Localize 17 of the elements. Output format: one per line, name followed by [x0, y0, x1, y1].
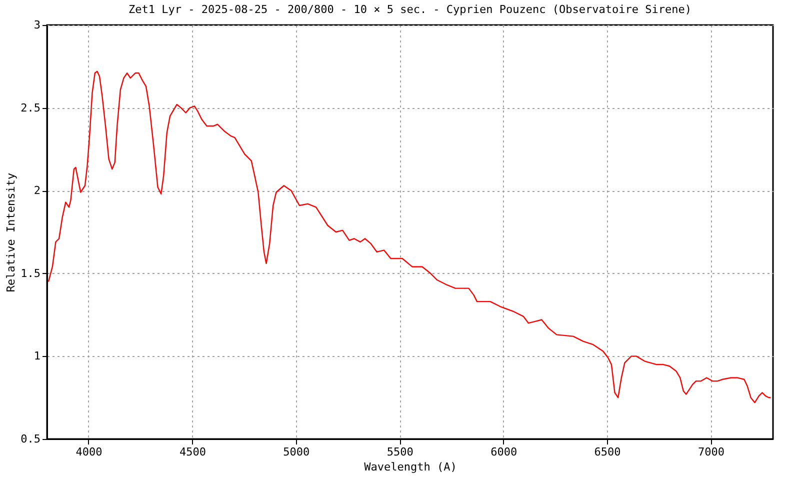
- x-tick-label: 4000: [76, 446, 102, 458]
- line-series: [48, 70, 772, 404]
- y-tick-label: 0.5: [20, 432, 40, 446]
- y-tick-label: 1.5: [20, 266, 40, 280]
- x-tick-label: 6500: [594, 446, 621, 458]
- y-tick-label: 2: [34, 184, 40, 198]
- x-tick-label: 5500: [386, 446, 414, 458]
- x-tick-label: 7000: [698, 446, 725, 458]
- x-tick-label: 6000: [490, 446, 518, 458]
- y-tick-label: 2.5: [20, 101, 40, 114]
- y-tick-label: 1: [34, 350, 40, 363]
- y-tick-label: 3: [34, 18, 40, 32]
- x-tick-label: 5000: [283, 446, 310, 458]
- x-tick-label: 4500: [179, 446, 206, 458]
- y-axis-title: Relative Intensity: [4, 172, 18, 292]
- x-axis-title: Wavelength (A): [364, 460, 457, 474]
- chart-title: Zet1 Lyr - 2025-08-25 - 200/800 - 10 × 5 sec. - Cyprien Pouzenc (Observatoire Sirene): [128, 3, 692, 16]
